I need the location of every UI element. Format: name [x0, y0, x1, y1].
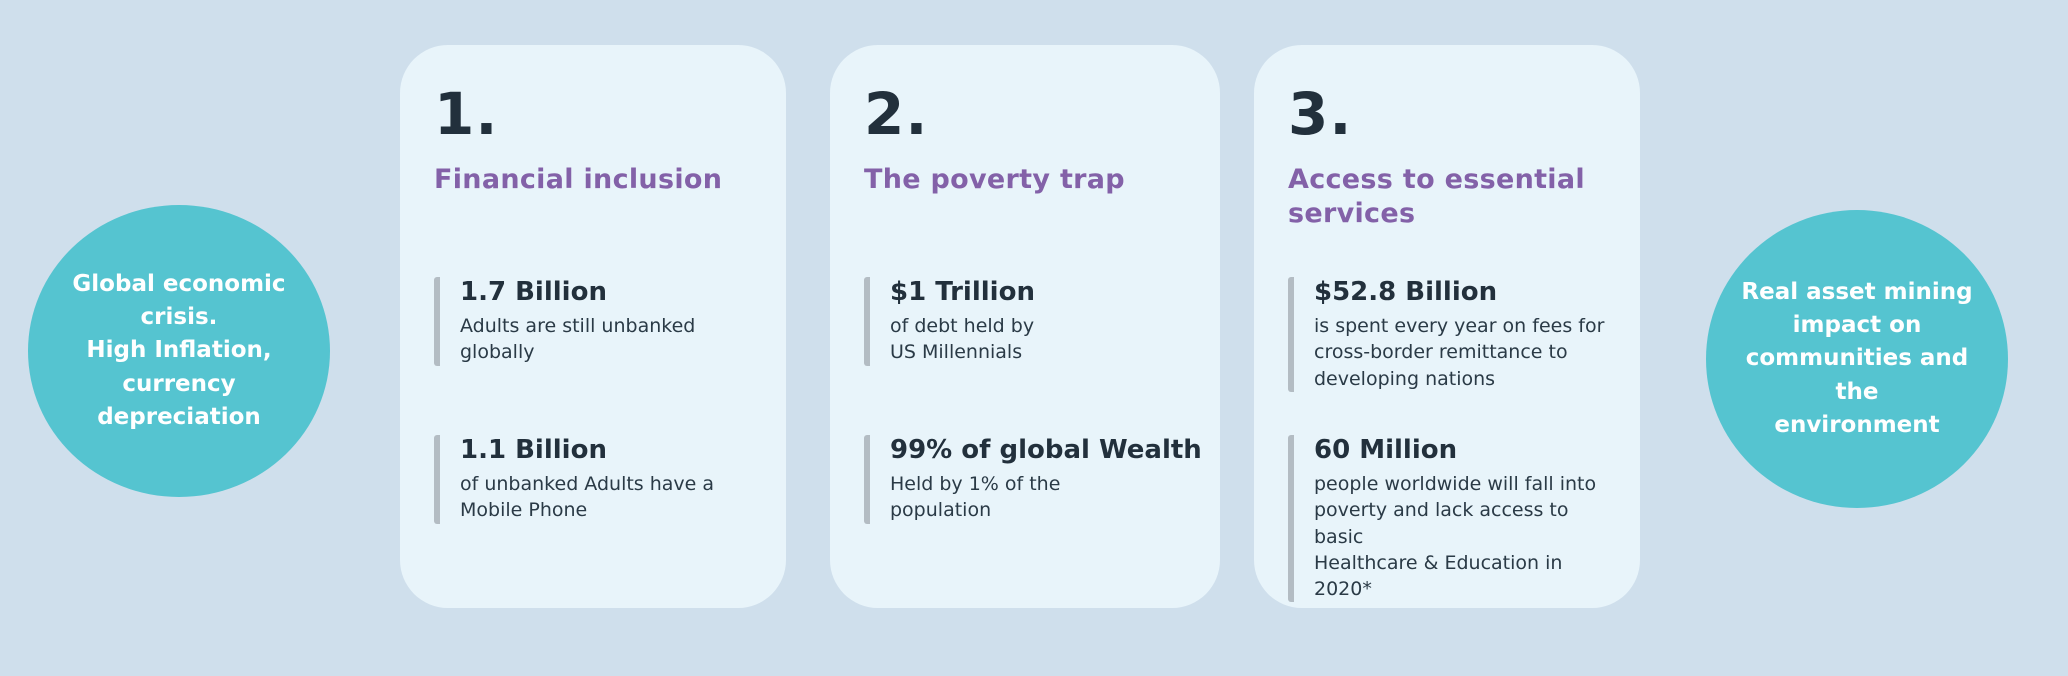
left-highlight-circle: Global economic crisis. High Inflation, … — [28, 205, 330, 497]
card-poverty-trap: 2. The poverty trap $1 Trillion of debt … — [830, 45, 1220, 608]
right-highlight-circle: Real asset mining impact on communities … — [1706, 210, 2008, 508]
card-2-title: The poverty trap — [864, 163, 1125, 195]
card-3-stat-1-description: is spent every year on fees for cross-bo… — [1314, 315, 1605, 390]
card-3-number: 3. — [1288, 80, 1353, 148]
card-3-stat-2-value: 60 Million — [1314, 435, 1458, 465]
card-2-stat-2-description: Held by 1% of the population — [890, 473, 1061, 522]
card-3-stat-1: $52.8 Billion is spent every year on fee… — [1288, 277, 1622, 392]
card-3-title: Access to essential services — [1288, 163, 1585, 229]
card-3-stat-2: 60 Million people worldwide will fall in… — [1288, 435, 1622, 603]
card-2-number: 2. — [864, 80, 929, 148]
card-2-stat-2-value: 99% of global Wealth — [890, 435, 1202, 465]
card-1-stat-2-description: of unbanked Adults have a Mobile Phone — [460, 473, 715, 522]
card-2-stat-1: $1 Trillion of debt held by US Millennia… — [864, 277, 1202, 366]
card-2-stat-1-value: $1 Trillion — [890, 277, 1035, 307]
card-1-stat-2-value: 1.1 Billion — [460, 435, 607, 465]
card-1-title: Financial inclusion — [434, 163, 723, 195]
card-1-stat-1-value: 1.7 Billion — [460, 277, 607, 307]
card-1-number: 1. — [434, 80, 499, 148]
card-financial-inclusion: 1. Financial inclusion 1.7 Billion Adult… — [400, 45, 786, 608]
card-1-stat-1-description: Adults are still unbanked globally — [460, 315, 696, 364]
card-1-stat-1: 1.7 Billion Adults are still unbanked gl… — [434, 277, 768, 366]
card-3-stat-2-description: people worldwide will fall into poverty … — [1314, 473, 1597, 601]
card-access-essential-services: 3. Access to essential services $52.8 Bi… — [1254, 45, 1640, 608]
card-1-stat-2: 1.1 Billion of unbanked Adults have a Mo… — [434, 435, 768, 524]
card-2-stat-2: 99% of global Wealth Held by 1% of the p… — [864, 435, 1202, 524]
right-circle-text: Real asset mining impact on communities … — [1741, 278, 1973, 439]
left-circle-text: Global economic crisis. High Inflation, … — [72, 270, 286, 431]
card-3-stat-1-value: $52.8 Billion — [1314, 277, 1498, 307]
card-2-stat-1-description: of debt held by US Millennials — [890, 315, 1035, 364]
